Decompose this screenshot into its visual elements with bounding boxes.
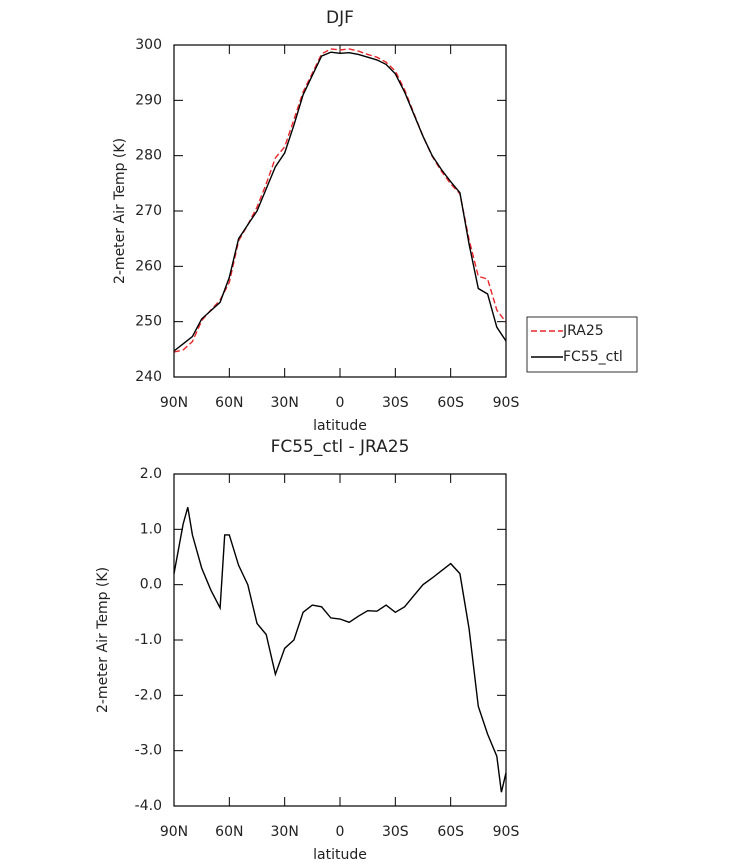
y-tick-label: 300 bbox=[135, 37, 162, 53]
data-line bbox=[173, 507, 507, 793]
x-tick-label: 0 bbox=[336, 824, 345, 840]
y-tick-label: 240 bbox=[135, 369, 162, 385]
y-axis-label: 2-meter Air Temp (K) bbox=[112, 138, 128, 284]
y-tick-label: -1.0 bbox=[135, 632, 162, 648]
x-tick-label: 30N bbox=[271, 395, 299, 411]
x-tick-label: 0 bbox=[336, 395, 345, 411]
x-tick-label: 30S bbox=[382, 395, 409, 411]
y-tick-label: 280 bbox=[135, 148, 162, 164]
y-tick-label: 290 bbox=[135, 92, 162, 108]
plot-frame bbox=[173, 473, 507, 807]
x-axis-label: latitude bbox=[313, 847, 367, 863]
x-tick-label: 60N bbox=[215, 824, 243, 840]
x-tick-label: 90S bbox=[493, 395, 520, 411]
y-tick-label: -2.0 bbox=[135, 687, 162, 703]
x-tick-label: 60S bbox=[437, 824, 464, 840]
x-tick-label: 90S bbox=[493, 824, 520, 840]
x-tick-label: 90N bbox=[160, 395, 188, 411]
x-tick-label: 30N bbox=[271, 824, 299, 840]
y-tick-label: 1.0 bbox=[140, 521, 162, 537]
y-tick-label: 270 bbox=[135, 203, 162, 219]
legend-label: JRA25 bbox=[562, 323, 604, 339]
x-tick-label: 30S bbox=[382, 824, 409, 840]
y-tick-label: -3.0 bbox=[135, 743, 162, 759]
y-tick-label: 260 bbox=[135, 258, 162, 274]
data-line bbox=[173, 51, 507, 352]
y-tick-label: -4.0 bbox=[135, 798, 162, 814]
x-tick-label: 60S bbox=[437, 395, 464, 411]
plot-frame bbox=[173, 44, 507, 378]
y-tick-label: 250 bbox=[135, 314, 162, 330]
y-tick-label: 2.0 bbox=[140, 466, 162, 482]
data-line bbox=[173, 48, 507, 353]
x-tick-label: 60N bbox=[215, 395, 243, 411]
chart-title: DJF bbox=[326, 8, 354, 28]
y-axis-label: 2-meter Air Temp (K) bbox=[95, 567, 111, 713]
x-tick-label: 90N bbox=[160, 824, 188, 840]
chart-title: FC55_ctl - JRA25 bbox=[271, 437, 410, 457]
x-axis-label: latitude bbox=[313, 418, 367, 434]
y-tick-label: 0.0 bbox=[140, 577, 162, 593]
legend-label: FC55_ctl bbox=[563, 349, 623, 365]
legend-box bbox=[526, 316, 638, 373]
